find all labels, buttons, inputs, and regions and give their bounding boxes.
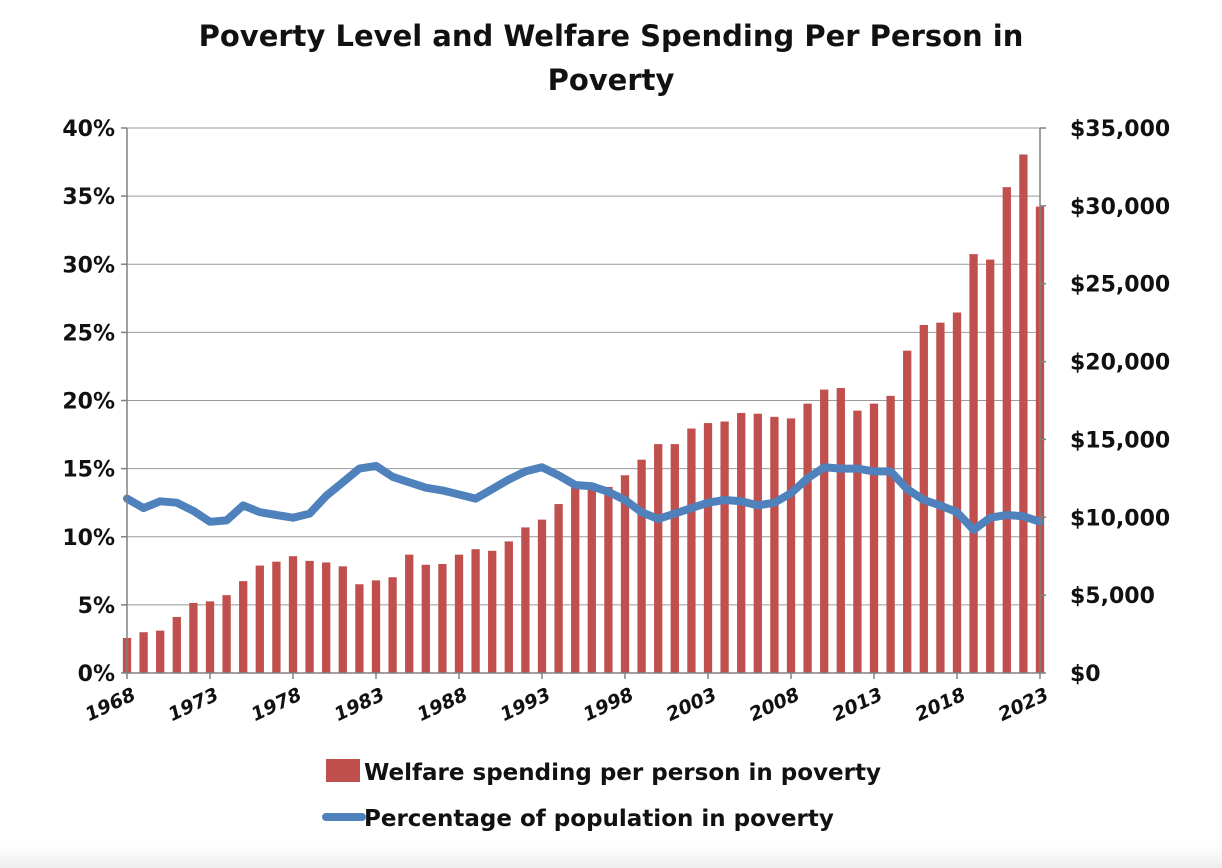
bar (405, 554, 414, 673)
bar (554, 504, 563, 673)
bottom-band (0, 845, 1222, 868)
bar (388, 577, 397, 673)
bar (770, 416, 779, 673)
bar (172, 616, 181, 673)
right-tick-label: $35,000 (1070, 117, 1170, 142)
bar (654, 444, 663, 673)
bar (903, 350, 912, 673)
x-tick-label: 1973 (165, 684, 222, 726)
bar (504, 541, 513, 673)
poverty-line (123, 461, 1044, 534)
bar (1002, 187, 1011, 673)
left-axis-ticks: 0% 5% 10% 15% 20% 25% 30% 35% 40% (62, 117, 127, 687)
bar (936, 322, 945, 673)
bar (720, 421, 729, 673)
legend-label-welfare: Welfare spending per person in poverty (364, 760, 881, 786)
chart-title-line-2: Poverty (547, 63, 675, 97)
bar (537, 519, 547, 673)
bar (239, 581, 248, 673)
bar (620, 475, 630, 673)
bar (703, 423, 713, 673)
bar (438, 564, 447, 673)
bar (421, 564, 430, 673)
bar (803, 403, 812, 673)
bar (986, 259, 995, 673)
bar (355, 584, 364, 673)
bar (288, 556, 298, 673)
bar (820, 389, 829, 673)
bar (139, 632, 148, 673)
bar (587, 483, 596, 673)
chart-title: Poverty Level and Welfare Spending Per P… (0, 14, 1222, 102)
bar (687, 428, 696, 673)
left-tick-label: 20% (62, 390, 115, 415)
bar (272, 561, 281, 673)
left-tick-label: 40% (62, 117, 115, 142)
bar (952, 312, 962, 673)
right-tick-label: $0 (1070, 662, 1101, 687)
x-tick-label: 1993 (497, 684, 554, 726)
right-tick-label: $10,000 (1070, 506, 1170, 531)
chart-title-line-1: Poverty Level and Welfare Spending Per P… (198, 19, 1024, 53)
bar (886, 395, 895, 673)
bar (454, 554, 464, 673)
right-tick-label: $25,000 (1070, 273, 1170, 298)
bar (371, 580, 381, 673)
x-tick-label: 1968 (82, 684, 139, 726)
bar (488, 550, 497, 673)
right-tick-label: $5,000 (1070, 584, 1155, 609)
bar (156, 630, 165, 673)
left-tick-label: 30% (62, 253, 115, 278)
left-tick-label: 35% (62, 185, 115, 210)
bar (521, 527, 530, 673)
x-tick-label: 2003 (663, 684, 720, 726)
bar-series (122, 154, 1045, 673)
bar (637, 459, 646, 673)
left-tick-label: 0% (78, 662, 115, 687)
bar (305, 560, 314, 673)
bar (338, 566, 347, 673)
x-tick-label: 2013 (829, 684, 886, 726)
left-tick-label: 25% (62, 321, 115, 346)
bar (786, 418, 796, 673)
x-axis-ticks: 1968 1973 1978 1983 1988 1993 1998 2003 2008 2013… (82, 673, 1052, 726)
bar (255, 565, 264, 673)
bar (869, 403, 879, 673)
right-tick-label: $20,000 (1070, 351, 1170, 376)
line-series (123, 461, 1044, 534)
bar (322, 562, 331, 673)
x-tick-label: 1988 (414, 684, 471, 726)
bar (670, 444, 679, 673)
bar (571, 486, 580, 673)
right-tick-label: $30,000 (1070, 195, 1170, 220)
legend: Welfare spending per person in poverty P… (322, 759, 881, 832)
bar (205, 601, 215, 673)
bar (604, 486, 613, 673)
legend-label-poverty: Percentage of population in poverty (364, 806, 834, 832)
right-axis-ticks: $0 $5,000 $10,000 $15,000 $20,000 $25,000 $30,… (1040, 117, 1170, 687)
x-tick-label: 1978 (248, 684, 305, 726)
bar (1019, 154, 1028, 673)
left-tick-label: 10% (62, 526, 115, 551)
bar (189, 602, 198, 673)
x-tick-label: 2018 (912, 684, 969, 726)
bar (969, 254, 978, 673)
x-tick-label: 2008 (746, 684, 803, 726)
bar (737, 412, 746, 673)
legend-swatch-welfare (326, 759, 360, 782)
right-tick-label: $15,000 (1070, 428, 1170, 453)
x-tick-label: 1983 (331, 684, 388, 726)
bar (222, 595, 231, 673)
bar (753, 413, 762, 673)
bar (471, 549, 480, 673)
x-tick-label: 2023 (995, 684, 1052, 726)
bar (853, 410, 862, 673)
bar (836, 388, 845, 673)
x-tick-label: 1998 (580, 684, 637, 726)
left-tick-label: 15% (62, 458, 115, 483)
left-tick-label: 5% (78, 594, 115, 619)
